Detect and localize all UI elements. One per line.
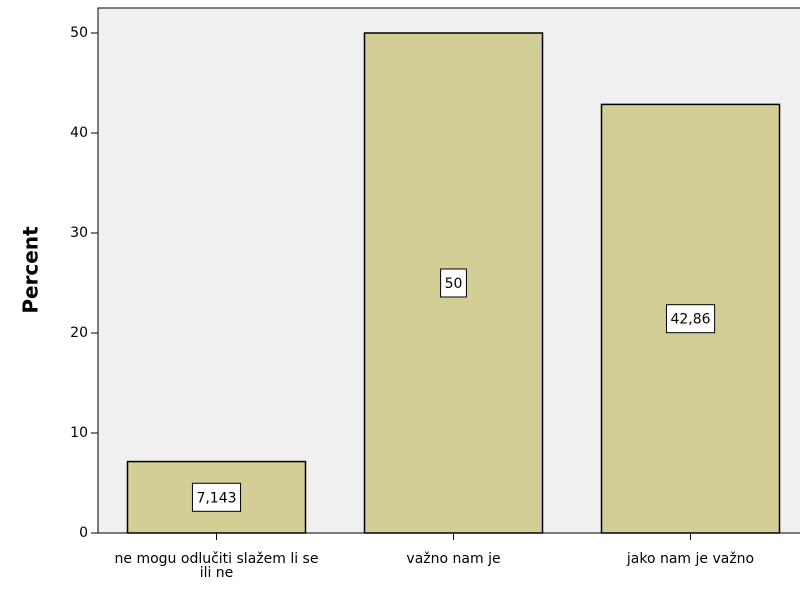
y-tick-label: 10 <box>70 425 88 441</box>
value-label-box <box>191 482 242 512</box>
bar <box>363 32 544 534</box>
y-axis-label: Percent <box>19 226 43 314</box>
y-tick-label: 20 <box>70 325 88 341</box>
y-tick-label: 50 <box>70 25 88 41</box>
y-tick-label: 0 <box>79 525 88 541</box>
value-label-box <box>440 268 467 298</box>
value-label: 7,143 <box>196 490 236 506</box>
value-label: 42,86 <box>670 312 710 328</box>
y-tick-label: 40 <box>70 125 88 141</box>
y-tick-label: 30 <box>70 225 88 241</box>
x-tick-label: ne mogu odlučiti slažem li se ili ne <box>114 551 319 581</box>
value-label: 50 <box>445 276 463 292</box>
x-tick-label: jako nam je važno <box>626 551 755 567</box>
value-label-box <box>665 304 716 334</box>
x-tick-label: važno nam je <box>406 551 501 567</box>
